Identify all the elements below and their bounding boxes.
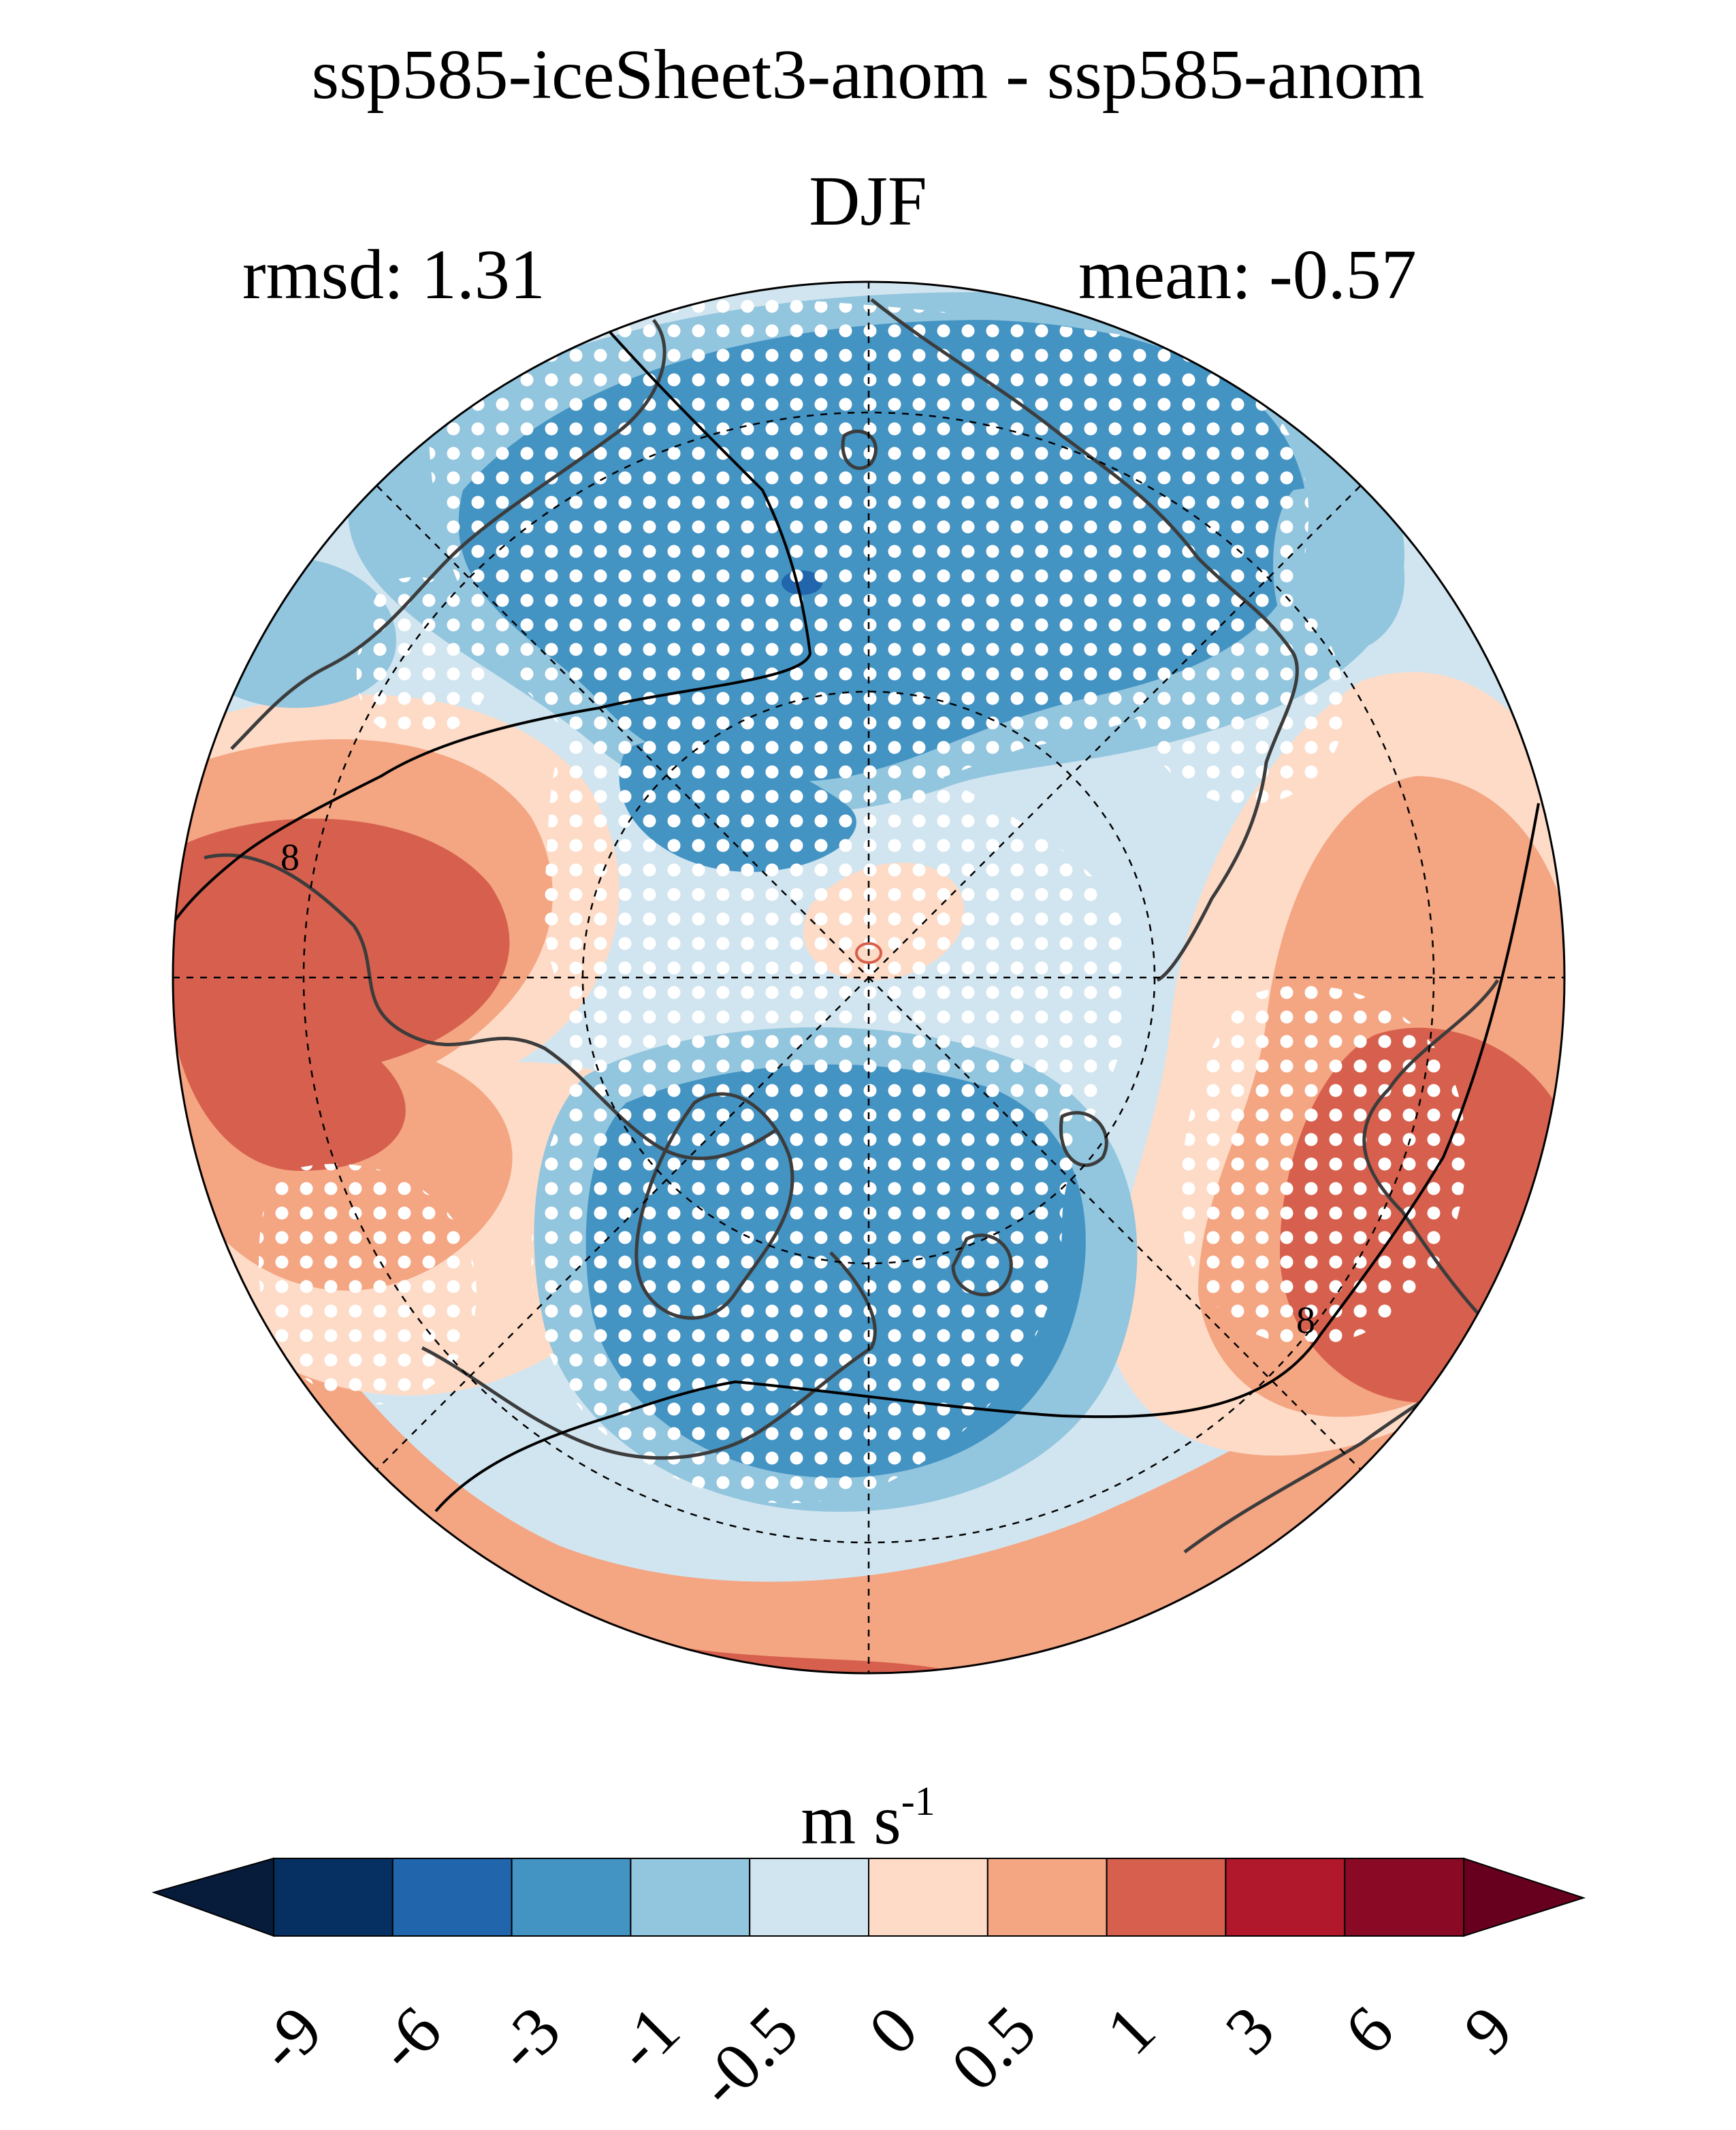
pole-marker [855,942,882,964]
colorbar-box-2 [511,1858,632,1937]
contour-north [173,319,812,940]
colorbar-box-3 [630,1858,751,1937]
contour-south [434,803,1540,1513]
colorbar-box-6 [986,1858,1108,1937]
season-label: DJF [809,162,927,240]
colorbar-box-9 [1344,1858,1464,1937]
colorbar-box-8 [1225,1858,1346,1937]
coastline-island-3 [841,430,878,470]
coastline-greenland [634,1092,794,1320]
contour-lines [173,319,1540,1513]
latitude-circle-inner [581,690,1156,1265]
units-base: m s [801,1781,901,1859]
map-field [173,282,1564,1673]
contour-label-east: 8 [1296,1300,1315,1342]
map-boundary [172,280,1566,1675]
coastlines [204,298,1500,1554]
colorbar-box-1 [391,1858,513,1937]
mean-label: mean: -0.57 [1078,236,1417,314]
colorbar-box-4 [749,1858,869,1937]
map-title: ssp585-iceSheet3-anom - ssp585-anom [311,35,1425,114]
meridian-diagonal-2 [376,485,1361,1470]
latitude-circle-outer [302,411,1435,1544]
colorbar-over-triangle [1463,1857,1586,1937]
contour-label-west: 8 [280,837,300,879]
units-exponent: -1 [901,1779,935,1824]
colorbar-boxes [273,1858,1464,1937]
colorbar-box-5 [868,1858,988,1937]
coastline-west [204,853,777,1161]
coastline-island-2 [1059,1111,1108,1167]
coastline-east [1183,979,1500,1554]
coastline-northeast [870,298,1299,982]
colorbar-box-7 [1106,1858,1227,1937]
coastline-south [421,1251,877,1460]
coastline-north [230,319,666,750]
significance-stippling [259,295,1466,1504]
colorbar [151,1857,1586,1937]
colorbar-under-triangle [151,1857,274,1937]
graticule [173,282,1564,1673]
coastline-island-1 [951,1233,1013,1297]
rmsd-label: rmsd: 1.31 [242,236,545,314]
region-west-red [173,818,510,1171]
colorbar-box-0 [273,1858,393,1937]
colorbar-units: m s-1 [0,1781,1736,1856]
